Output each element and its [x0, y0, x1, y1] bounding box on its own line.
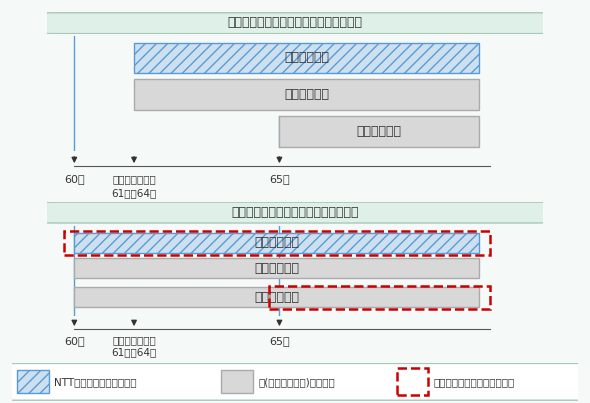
FancyBboxPatch shape: [42, 13, 548, 33]
Text: 61歳〜64歳: 61歳〜64歳: [112, 188, 157, 198]
Text: 61歳〜64歳: 61歳〜64歳: [112, 347, 157, 357]
Text: 生年月日により: 生年月日により: [112, 336, 156, 346]
Text: NTT企業年金基金から支給: NTT企業年金基金から支給: [54, 377, 137, 387]
Text: 65歳: 65歳: [269, 174, 290, 184]
FancyBboxPatch shape: [42, 202, 548, 223]
Bar: [134, 79, 479, 110]
Text: 老齢厚生年金の繰上げ請求をしない場合: 老齢厚生年金の繰上げ請求をしない場合: [228, 16, 362, 29]
Text: 老齢基礎年金: 老齢基礎年金: [357, 125, 402, 138]
Bar: [269, 285, 490, 309]
Text: 60歳: 60歳: [64, 174, 84, 184]
Text: 老齢基礎年金: 老齢基礎年金: [254, 291, 299, 304]
Bar: [64, 231, 490, 255]
Bar: [74, 287, 479, 307]
Text: 生年月日により: 生年月日により: [112, 174, 156, 184]
FancyBboxPatch shape: [4, 364, 586, 400]
Bar: [74, 233, 479, 253]
Bar: [134, 43, 479, 73]
Bar: [18, 370, 48, 393]
Bar: [74, 287, 134, 307]
Text: 老齢厚生年金: 老齢厚生年金: [254, 262, 299, 275]
Bar: [18, 370, 48, 393]
Bar: [74, 233, 479, 253]
Text: は繰上げにより減額される分: は繰上げにより減額される分: [434, 377, 515, 387]
Text: 老齢厚生年金: 老齢厚生年金: [284, 88, 329, 101]
Text: 65歳: 65歳: [269, 336, 290, 346]
Bar: [134, 43, 479, 73]
Bar: [280, 116, 479, 147]
Bar: [221, 370, 253, 393]
Bar: [74, 258, 479, 278]
Text: 退職共済年金: 退職共済年金: [284, 51, 329, 64]
Text: 国(日本年金機構)から支給: 国(日本年金機構)から支給: [258, 377, 335, 387]
Bar: [74, 258, 134, 278]
Bar: [397, 368, 428, 395]
Text: 退職共済年金: 退職共済年金: [254, 237, 299, 249]
Text: 老齢厚生年金の繰上げ請求をする場合: 老齢厚生年金の繰上げ請求をする場合: [231, 206, 359, 219]
Text: 60歳: 60歳: [64, 336, 84, 346]
